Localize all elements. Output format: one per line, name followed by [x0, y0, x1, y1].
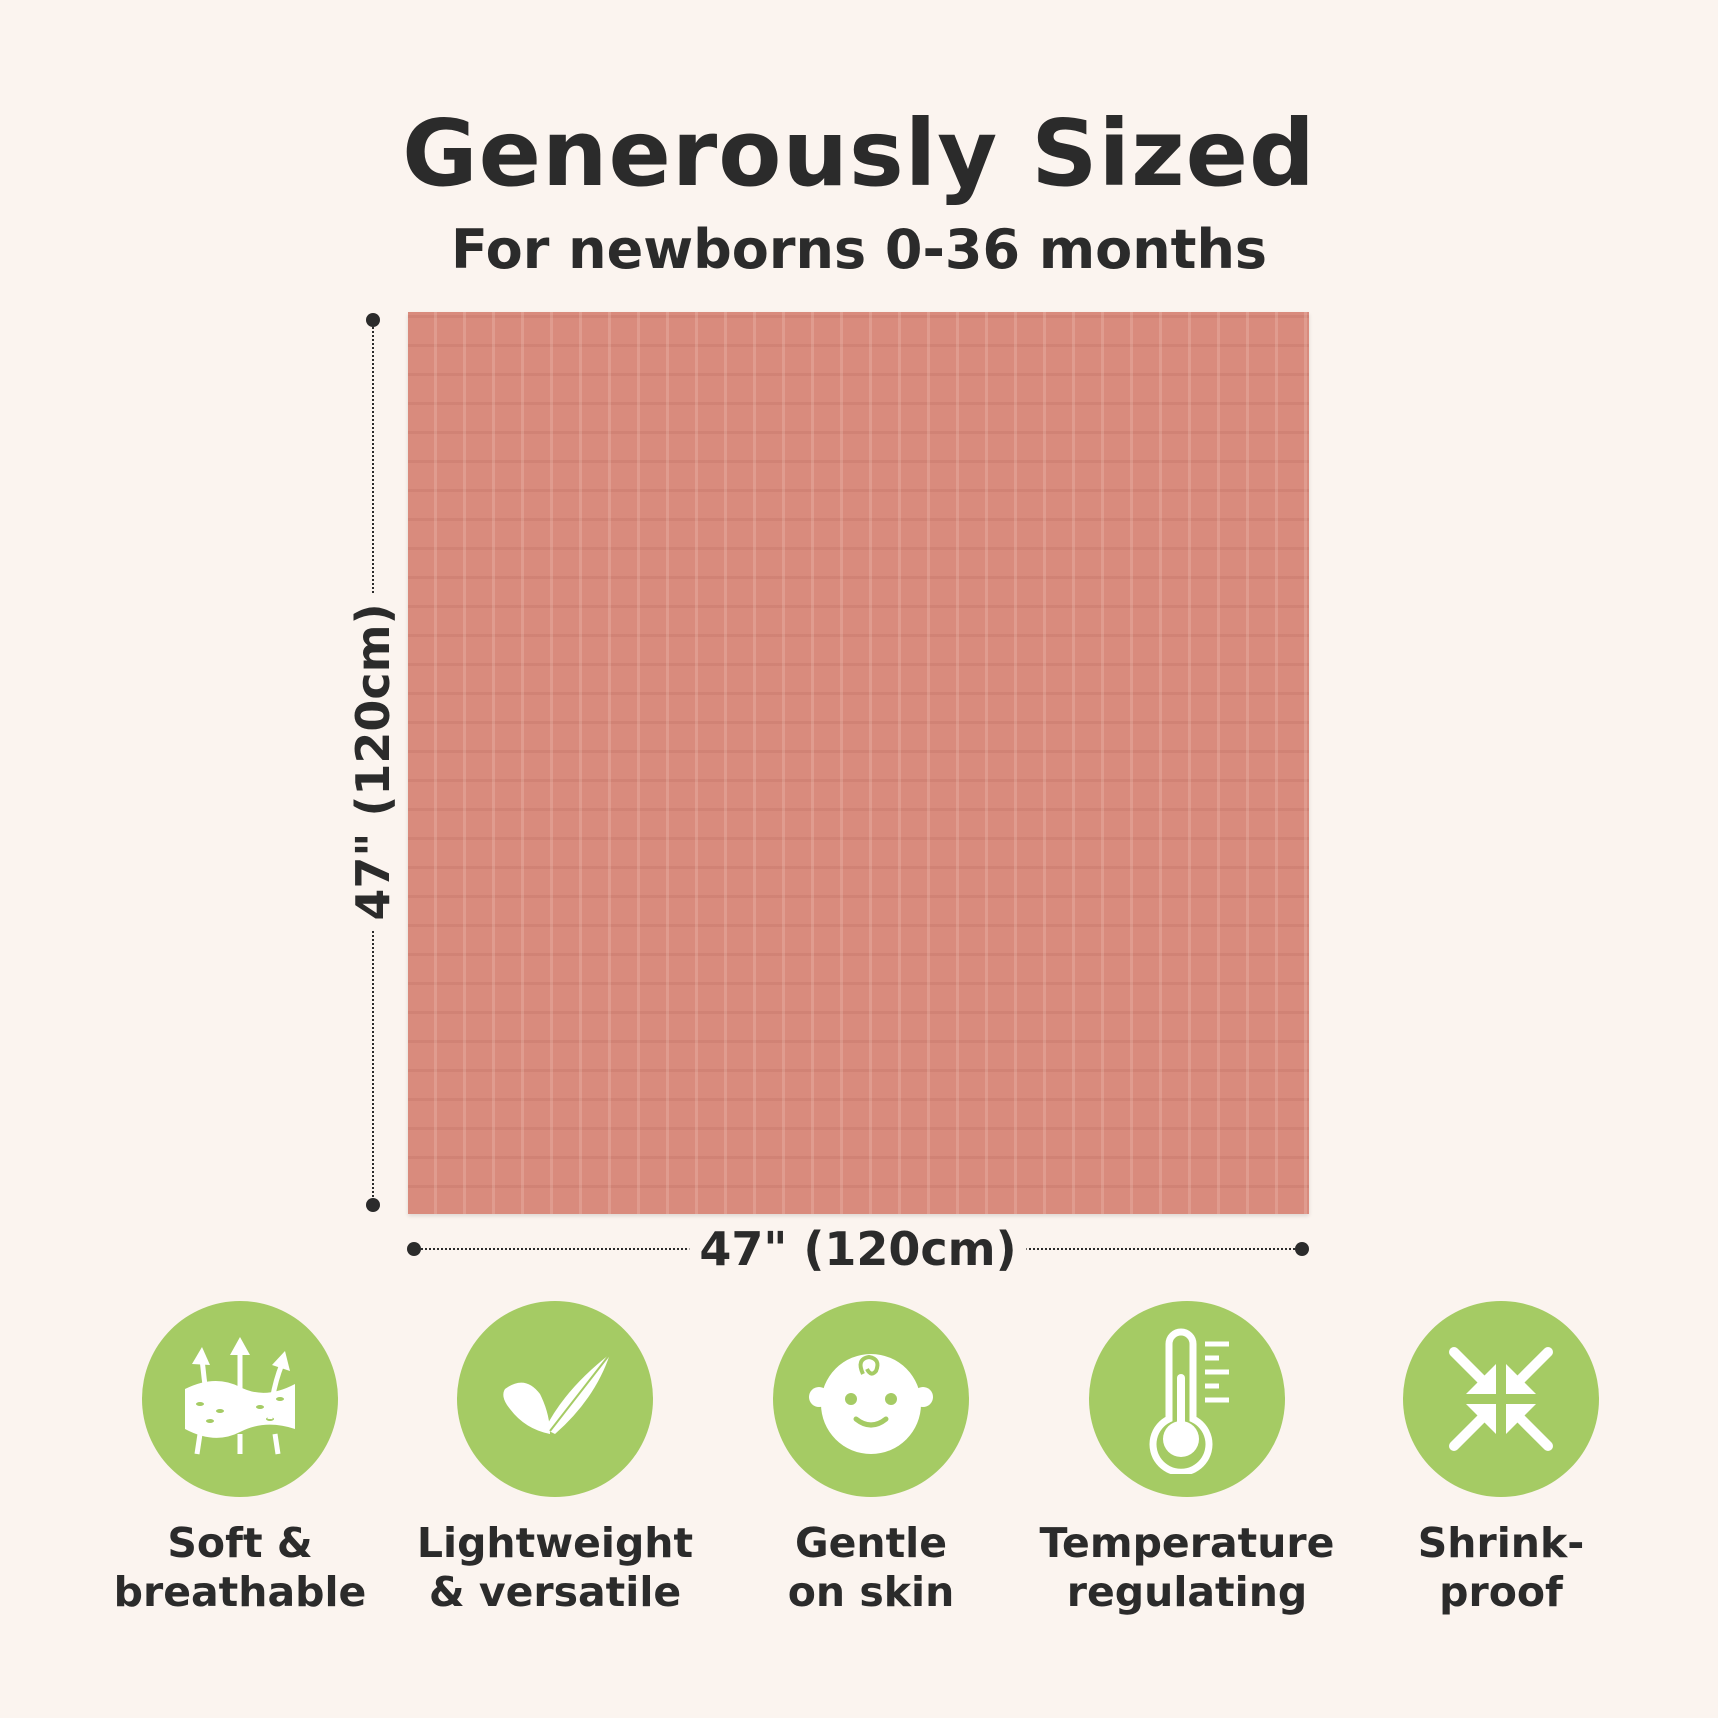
feature-label: regulating: [1066, 1568, 1308, 1616]
baby-face-icon: [773, 1301, 969, 1497]
feature-shrink-proof: Shrink-proof: [1351, 1301, 1651, 1617]
feature-label: Lightweight: [416, 1519, 694, 1567]
feature-lightweight: Lightweight & versatile: [405, 1301, 705, 1617]
page-subtitle: For newborns 0-36 months: [450, 218, 1268, 281]
dimension-endpoint: [366, 1198, 380, 1212]
feature-label: & versatile: [428, 1568, 682, 1616]
feature-label: proof: [1439, 1568, 1563, 1616]
feature-label: Soft &: [167, 1519, 313, 1567]
dimension-endpoint: [1295, 1242, 1309, 1256]
height-label: 47" (120cm): [346, 593, 400, 931]
thermometer-icon: [1089, 1301, 1285, 1497]
page-title: Generously Sized: [402, 100, 1316, 207]
feature-label: Shrink-: [1417, 1519, 1585, 1567]
shrink-arrows-icon: [1403, 1301, 1599, 1497]
feature-label: Gentle: [794, 1519, 948, 1567]
feature-label: on skin: [787, 1568, 955, 1616]
feather-icon: [457, 1301, 653, 1497]
feature-label: breathable: [113, 1568, 367, 1616]
feature-temperature: Temperature regulating: [1037, 1301, 1337, 1617]
breathable-fabric-icon: [142, 1301, 338, 1497]
feature-soft-breathable: Soft & breathable: [90, 1301, 390, 1617]
width-label: 47" (120cm): [689, 1222, 1027, 1276]
feature-gentle: Gentle on skin: [721, 1301, 1021, 1617]
muslin-blanket-image: [408, 312, 1309, 1214]
feature-label: Temperature: [1039, 1519, 1335, 1567]
